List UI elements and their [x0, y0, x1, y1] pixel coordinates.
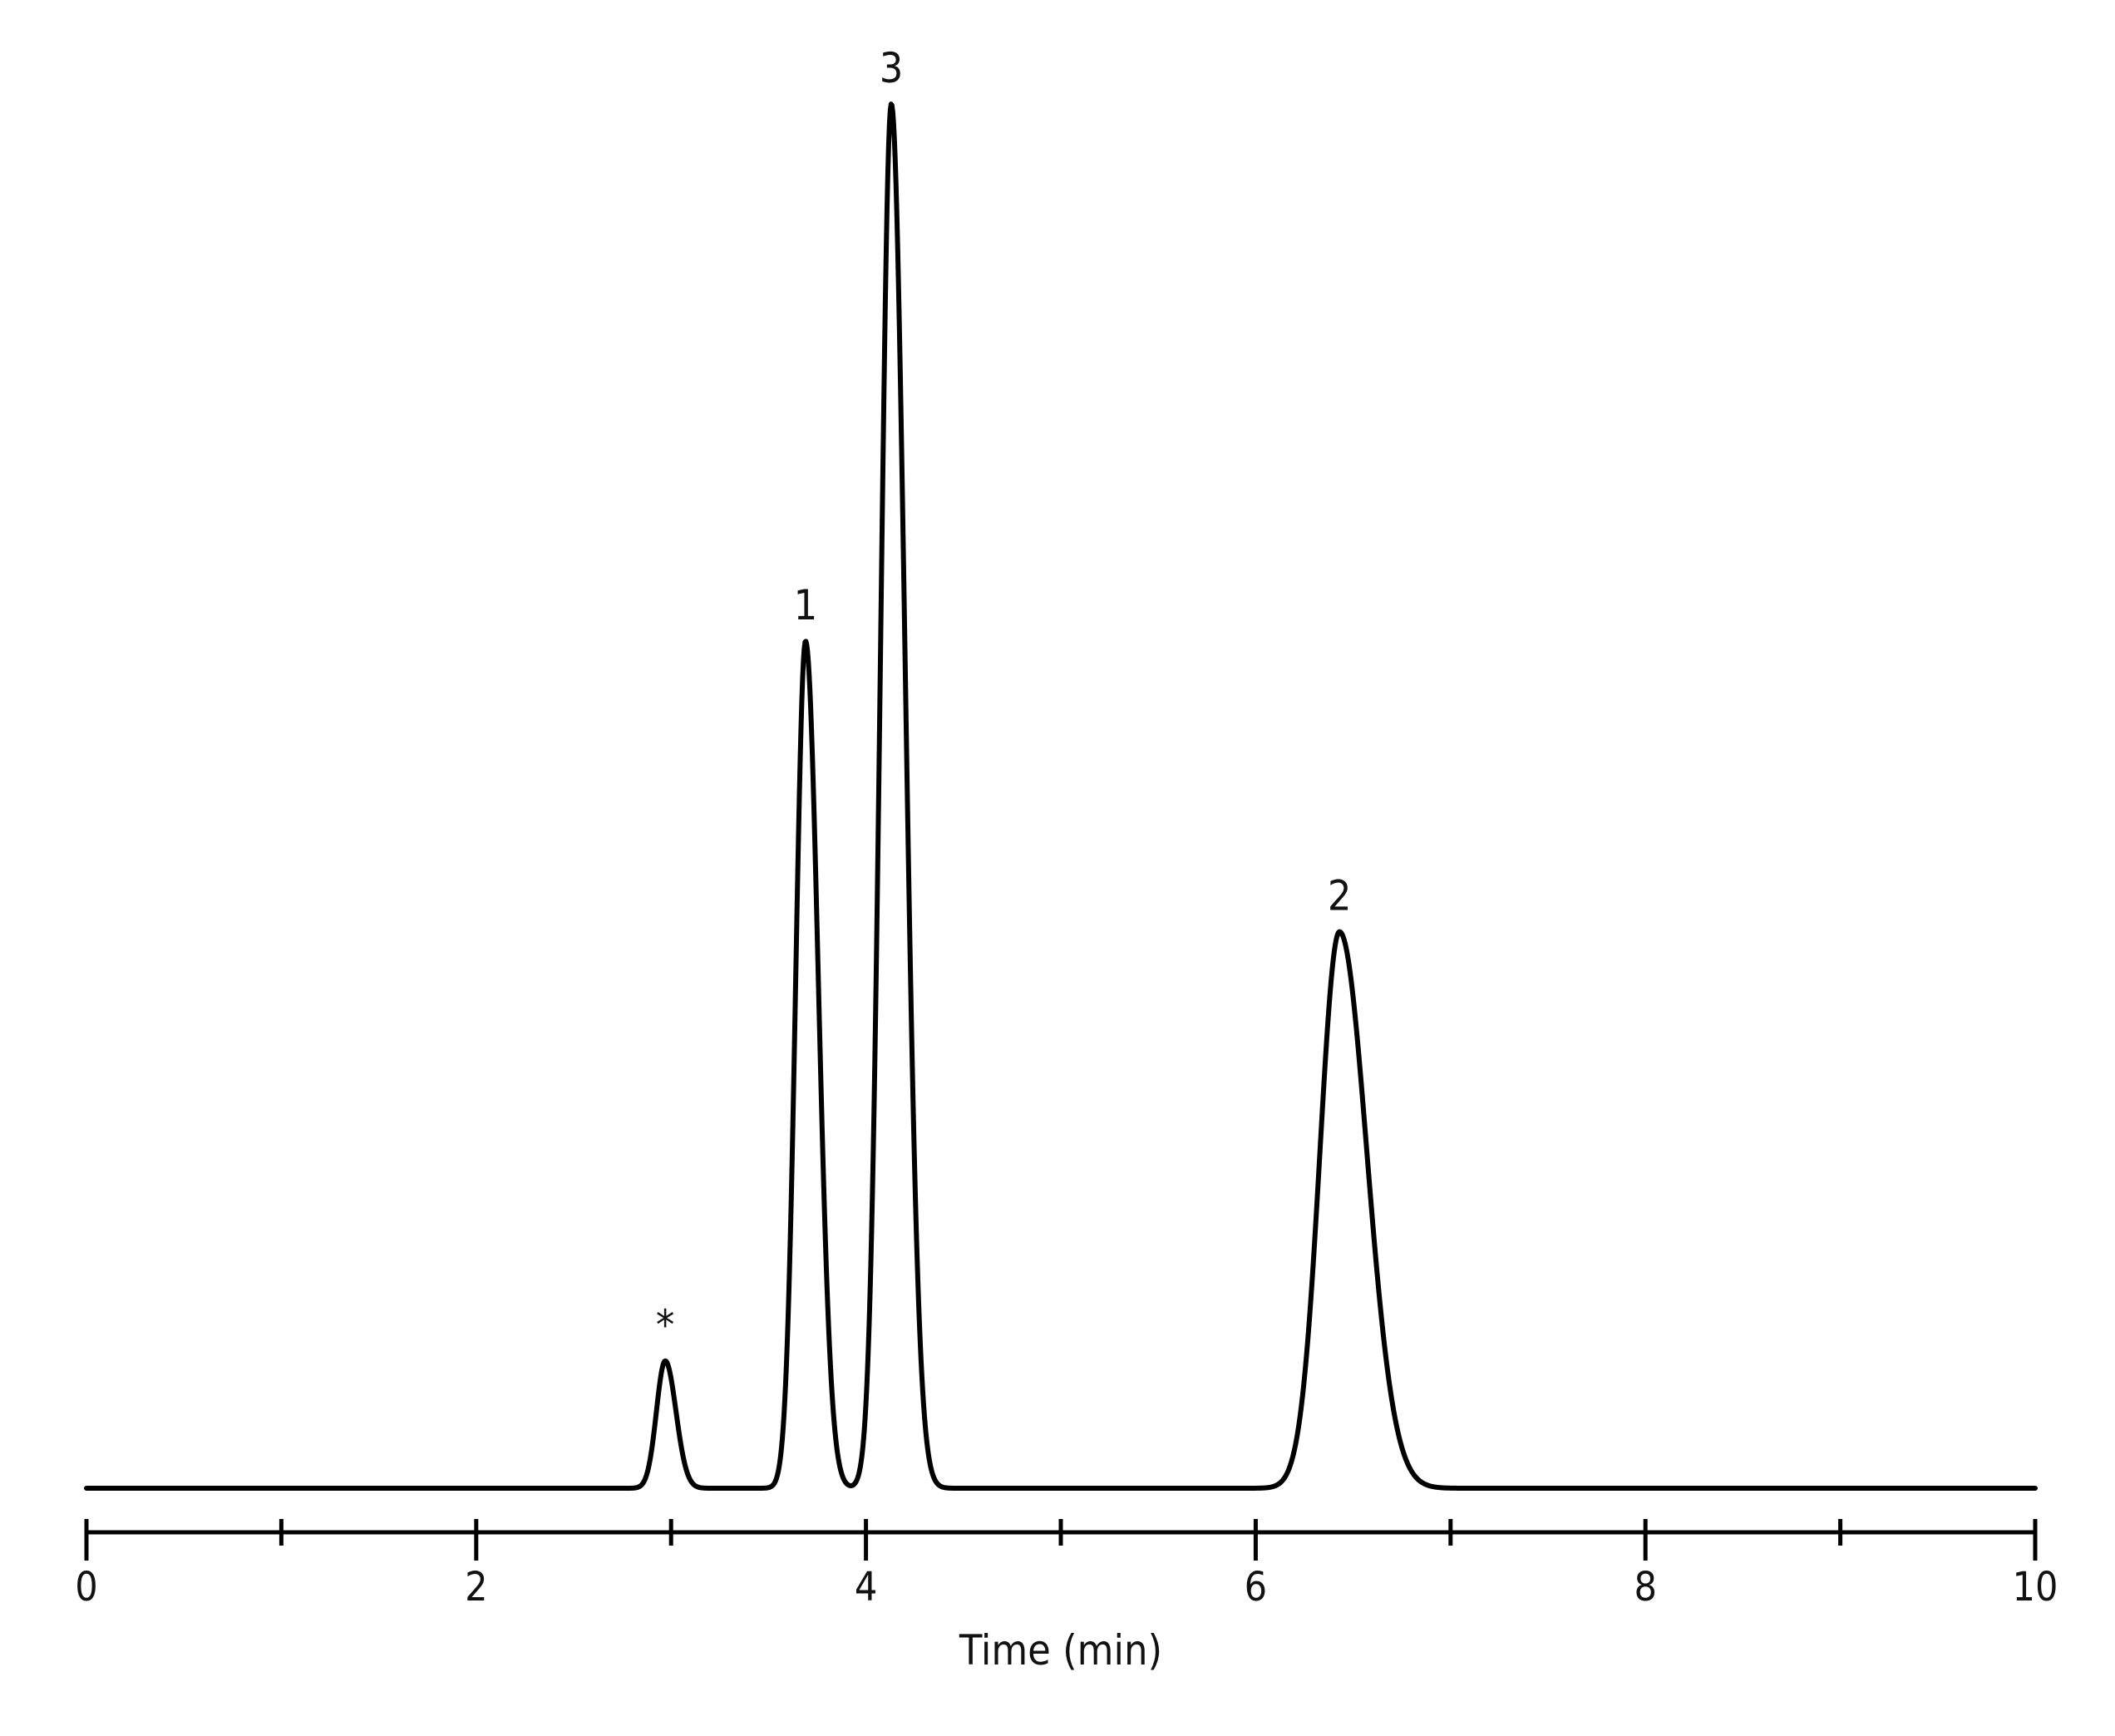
x-axis: 0 2 4 6 8 10 Time (min) — [75, 1519, 2058, 1674]
x-axis-title: Time (min) — [959, 1626, 1162, 1674]
plot-area — [84, 101, 2038, 1491]
x-tick-labels: 0 2 4 6 8 10 — [75, 1564, 2058, 1610]
peak-label-asterisk: * — [656, 1301, 675, 1349]
x-tick-label-8: 8 — [1634, 1564, 1656, 1610]
x-tick-label-0: 0 — [75, 1564, 97, 1610]
peak-label-1: 1 — [794, 581, 818, 629]
x-ticks — [84, 1519, 2038, 1561]
peak-label-3: 3 — [880, 44, 904, 92]
x-tick-label-4: 4 — [855, 1564, 877, 1610]
x-tick-label-2: 2 — [465, 1564, 487, 1610]
x-tick-label-10: 10 — [2013, 1564, 2058, 1610]
peak-labels: * 1 3 2 — [656, 44, 1352, 1349]
chromatogram-trace — [84, 101, 2038, 1491]
x-tick-label-6: 6 — [1245, 1564, 1267, 1610]
peak-label-2: 2 — [1328, 872, 1352, 920]
